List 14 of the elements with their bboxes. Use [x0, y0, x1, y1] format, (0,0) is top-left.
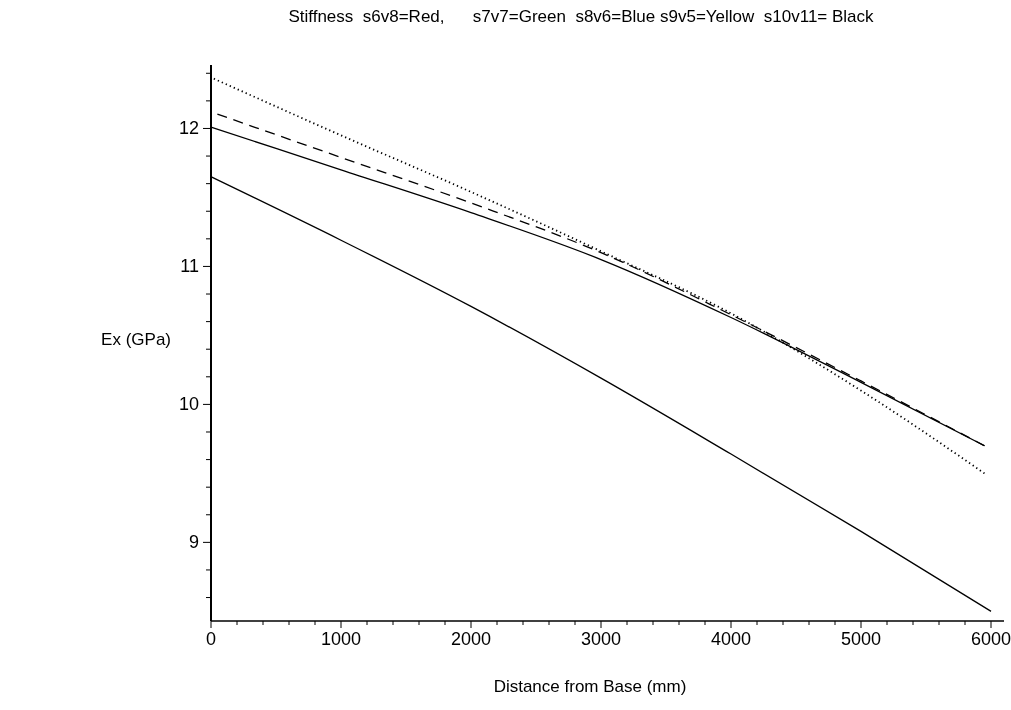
y-tick-label: 11: [180, 256, 199, 277]
x-tick-label: 4000: [710, 629, 752, 649]
x-tick-label: 2000: [450, 629, 492, 649]
x-tick-label: 6000: [970, 629, 1011, 649]
x-tick-label: 5000: [840, 629, 882, 649]
y-tick-label: 9: [188, 532, 199, 553]
x-axis-title: Distance from Base (mm): [493, 677, 687, 696]
x-tick-label: 3000: [580, 629, 622, 649]
chart-title: Stiffness s6v8=Red, s7v7=Green s8v6=Blue s9v5=Yellow s10v11= Black: [288, 7, 875, 26]
y-tick-label: 10: [178, 394, 199, 415]
y-tick-label: 12: [178, 118, 199, 139]
y-axis-title: Ex (GPa): [101, 330, 171, 349]
x-tick-label: 1000: [320, 629, 362, 649]
x-tick-label: 0: [205, 629, 217, 649]
